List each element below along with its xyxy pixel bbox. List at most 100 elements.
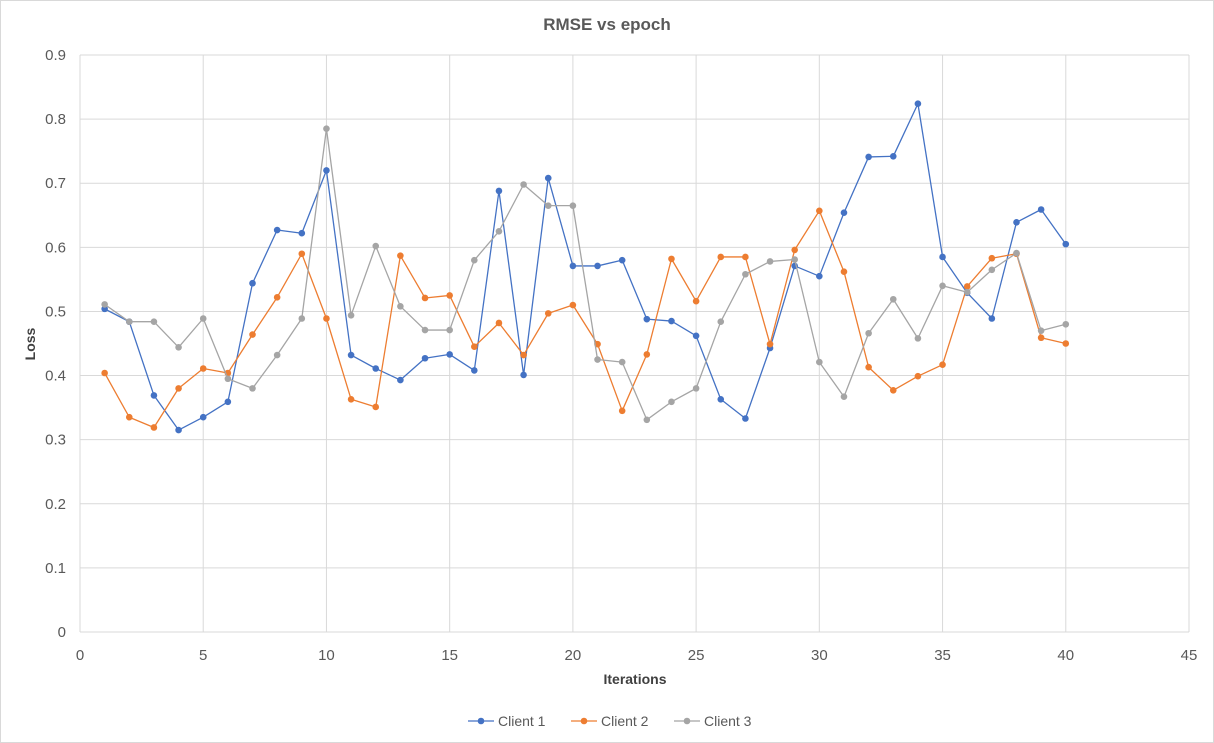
data-point: [125, 413, 133, 421]
data-point: [471, 256, 478, 264]
legend-label: Client 1: [498, 713, 546, 729]
data-point: [249, 385, 256, 392]
data-point: [791, 256, 798, 263]
data-point: [717, 395, 725, 403]
data-point: [988, 254, 996, 262]
data-point: [1037, 206, 1045, 213]
data-point: [963, 288, 971, 296]
data-point: [199, 315, 207, 322]
data-point: [372, 403, 380, 411]
series-1: [101, 100, 1070, 434]
data-point: [273, 294, 281, 301]
data-point: [692, 297, 700, 305]
data-point: [1013, 219, 1020, 226]
data-point: [692, 385, 700, 392]
data-point: [372, 365, 380, 372]
data-point: [175, 385, 182, 392]
data-point: [791, 246, 798, 254]
y-tick-label: 0.7: [45, 175, 66, 192]
data-point: [816, 207, 823, 215]
data-point: [323, 167, 330, 174]
x-tick-label: 0: [76, 647, 84, 664]
data-point: [495, 228, 503, 235]
y-tick-label: 0: [58, 624, 66, 641]
data-point: [1037, 327, 1045, 334]
data-point: [889, 152, 897, 160]
data-point: [1062, 320, 1070, 328]
data-point: [816, 358, 823, 366]
y-tick-label: 0.5: [45, 303, 66, 320]
data-point: [1037, 334, 1045, 342]
data-point: [544, 310, 552, 317]
x-tick-label: 20: [565, 647, 582, 664]
y-tick-label: 0.1: [45, 560, 66, 577]
data-point: [298, 315, 306, 322]
data-point: [347, 311, 355, 319]
data-point: [520, 351, 527, 359]
data-point: [199, 365, 207, 372]
data-point: [963, 283, 971, 290]
data-point: [1013, 249, 1020, 257]
data-point: [249, 331, 256, 338]
data-point: [816, 272, 823, 280]
legend: Client 1 Client 2 Client 3: [468, 713, 752, 729]
data-point: [101, 369, 108, 377]
tick-labels: 0 0.1 0.2 0.3 0.4 0.5 0.6 0.7 0.8 0.9 0 5 10 15 20 25 30…: [45, 47, 1197, 664]
data-point: [643, 351, 651, 358]
chart-title: RMSE vs epoch: [543, 15, 671, 34]
y-tick-label: 0.2: [45, 496, 66, 513]
x-tick-label: 45: [1181, 647, 1198, 664]
plot-series: [101, 100, 1070, 434]
data-point: [766, 340, 774, 348]
data-point: [347, 395, 355, 403]
data-point: [1062, 240, 1070, 248]
data-point: [668, 317, 675, 325]
legend-marker: [477, 717, 485, 725]
data-point: [446, 326, 453, 334]
data-point: [544, 174, 552, 182]
data-point: [569, 262, 577, 270]
series-line: [104, 103, 1067, 431]
data-point: [914, 372, 922, 380]
data-point: [1062, 340, 1070, 347]
data-point: [372, 242, 380, 250]
y-tick-label: 0.3: [45, 432, 66, 449]
data-point: [865, 329, 872, 337]
data-point: [766, 258, 774, 265]
data-point: [421, 294, 429, 302]
data-point: [939, 361, 946, 368]
legend-label: Client 2: [601, 713, 649, 729]
data-point: [249, 279, 256, 287]
data-point: [125, 318, 133, 326]
data-point: [150, 424, 158, 431]
legend-marker: [683, 717, 691, 725]
x-tick-label: 5: [199, 647, 207, 664]
series-line: [104, 128, 1066, 421]
data-point: [446, 292, 453, 299]
legend-label: Client 3: [704, 713, 752, 729]
data-point: [889, 387, 897, 394]
data-point: [717, 318, 725, 326]
data-point: [742, 270, 749, 278]
data-point: [323, 125, 330, 133]
data-point: [865, 153, 872, 161]
data-point: [988, 315, 996, 322]
legend-item-3: Client 3: [674, 713, 752, 729]
data-point: [421, 354, 429, 362]
x-tick-label: 10: [318, 647, 335, 664]
data-point: [397, 376, 404, 384]
data-point: [175, 344, 182, 351]
y-tick-label: 0.8: [45, 111, 66, 128]
data-point: [495, 319, 503, 327]
data-point: [594, 356, 601, 363]
x-tick-label: 30: [811, 647, 828, 664]
legend-marker: [580, 717, 588, 725]
data-point: [520, 371, 527, 379]
data-point: [668, 255, 675, 263]
data-point: [618, 358, 626, 366]
y-axis-title: Loss: [22, 327, 38, 360]
data-point: [668, 398, 675, 406]
data-point: [742, 253, 749, 261]
data-point: [865, 363, 872, 371]
